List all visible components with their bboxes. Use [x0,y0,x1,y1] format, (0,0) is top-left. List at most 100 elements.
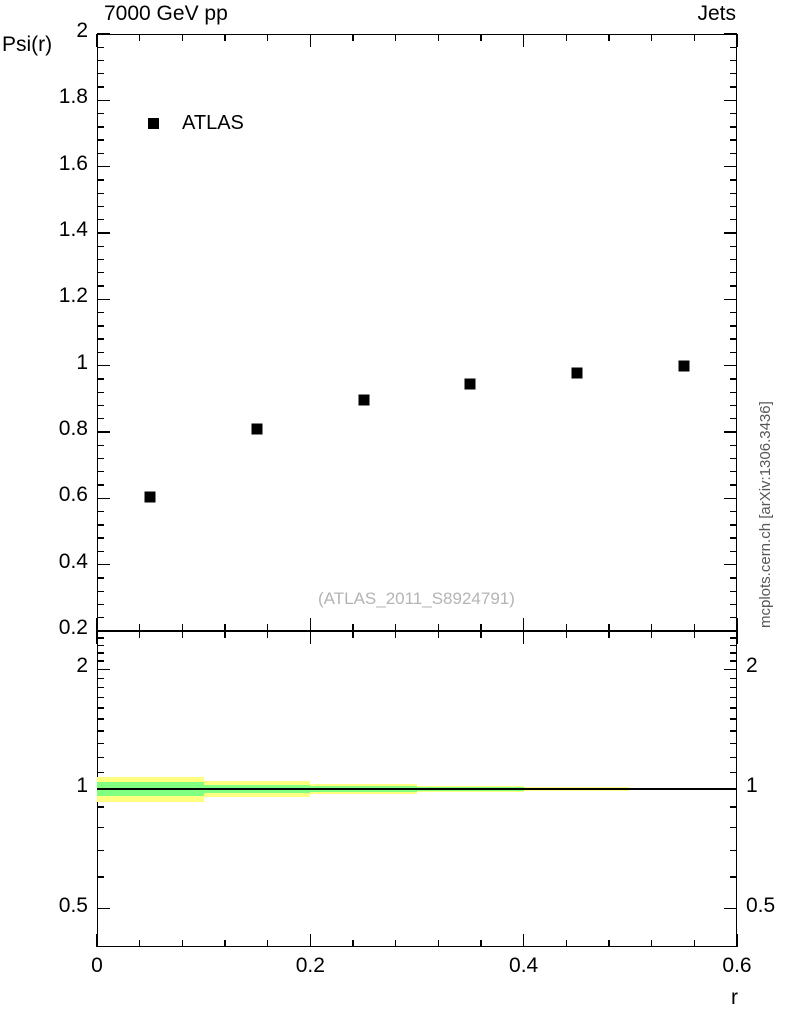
main-x-tick-major [309,618,312,631]
ratio-y-tick-minor [730,660,737,662]
main-y-tick-minor [97,603,104,606]
main-y-tick-minor [730,112,737,115]
main-y-tick-minor [730,418,737,420]
main-y-tick-minor [730,258,737,261]
ratio-x-tick-minor [480,940,482,947]
ratio-x-tick-minor [138,940,141,947]
main-y-tick-minor [97,311,104,314]
ratio-y-tick-major [97,788,110,790]
main-y-tick-label: 2 [76,19,88,42]
ratio-y-tick-minor [97,696,104,699]
main-y-tick-minor [730,179,737,181]
ratio-x-tick-minor [224,631,226,638]
main-y-tick-major [724,165,737,168]
x-tick-label: 0.4 [509,954,539,977]
main-y-tick-minor [730,311,737,314]
data-point-marker [571,367,583,379]
main-y-tick-minor [97,179,104,181]
ratio-x-tick-major [522,934,525,947]
ratio-y-tick-major [724,907,737,910]
ratio-y-tick-label-right: 2 [746,654,758,678]
main-x-tick-minor [608,34,610,41]
main-y-tick-minor [730,86,737,88]
ratio-y-tick-minor [97,677,104,679]
ratio-y-tick-minor [730,771,737,774]
main-y-tick-minor [730,192,737,194]
main-x-tick-minor [394,34,397,41]
ratio-y-tick-minor [730,677,737,679]
ratio-x-tick-minor [608,940,610,947]
main-y-tick-major [97,497,110,500]
main-y-tick-major [724,497,737,500]
main-y-tick-major [97,298,110,301]
main-y-tick-minor [730,471,737,473]
main-y-tick-major [97,630,110,632]
ratio-y-tick-minor [97,771,104,774]
main-x-tick-minor [565,34,568,41]
main-y-tick-major [97,33,110,35]
main-x-tick-minor [480,34,482,41]
ratio-y-tick-minor [730,637,737,639]
main-y-tick-major [97,364,110,367]
main-y-tick-minor [730,126,737,128]
main-y-tick-minor [730,351,737,354]
ratio-y-tick-minor [97,660,104,662]
ratio-y-tick-minor [97,756,104,759]
ratio-x-tick-minor [437,940,440,947]
main-x-tick-minor [650,34,653,41]
main-y-tick-minor [97,418,104,420]
main-x-tick-minor [480,624,482,631]
main-x-tick-minor [565,624,568,631]
main-x-tick-minor [138,34,141,41]
main-y-tick-minor [97,338,104,340]
x-tick-label: 0.6 [722,954,752,977]
main-x-tick-minor [138,624,141,631]
ratio-y-tick-minor [730,718,737,720]
main-y-tick-minor [730,457,737,460]
ratio-y-tick-major [724,668,737,671]
main-y-tick-minor [730,219,737,221]
main-y-tick-minor [97,577,104,579]
legend-marker-atlas [148,118,159,129]
main-x-tick-minor [352,624,354,631]
main-y-tick-minor [97,126,104,128]
main-y-tick-minor [730,152,737,155]
ratio-x-tick-minor [608,631,610,638]
main-y-tick-minor [97,617,104,619]
main-y-tick-minor [97,192,104,194]
main-y-tick-major [97,431,110,433]
analysis-watermark: (ATLAS_2011_S8924791) [318,589,515,608]
main-y-tick-minor [730,537,737,539]
ratio-y-tick-minor [97,849,104,852]
ratio-y-tick-minor [730,730,737,732]
ratio-y-tick-major [97,668,110,671]
main-y-tick-minor [730,73,737,75]
main-x-tick-minor [693,34,696,41]
main-y-tick-minor [97,46,104,48]
ratio-x-tick-minor [224,940,226,947]
main-y-tick-minor [97,272,104,274]
main-x-tick-minor [608,624,610,631]
ratio-y-tick-minor [97,826,104,829]
ratio-y-tick-minor [730,849,737,852]
ratio-y-tick-major [724,788,737,790]
main-y-tick-label: 1.4 [58,218,88,241]
main-y-tick-minor [730,550,737,553]
main-x-tick-minor [181,34,184,41]
main-x-tick-minor [437,624,440,631]
ratio-y-tick-minor [97,806,104,808]
ratio-x-tick-major [736,631,738,644]
ratio-y-tick-label-left: 1 [76,774,88,797]
ratio-x-tick-major [96,934,98,947]
source-watermark: mcplots.cern.ch [arXiv:1306.3436] [757,401,774,628]
ratio-y-tick-minor [730,686,737,689]
main-y-tick-minor [730,524,737,526]
main-y-tick-minor [730,205,737,208]
ratio-x-tick-minor [138,631,141,638]
main-y-tick-minor [97,391,104,393]
main-x-tick-minor [224,624,226,631]
ratio-x-tick-minor [181,631,184,638]
main-y-tick-minor [97,537,104,539]
main-y-tick-minor [730,484,737,486]
main-y-tick-minor [730,444,737,446]
